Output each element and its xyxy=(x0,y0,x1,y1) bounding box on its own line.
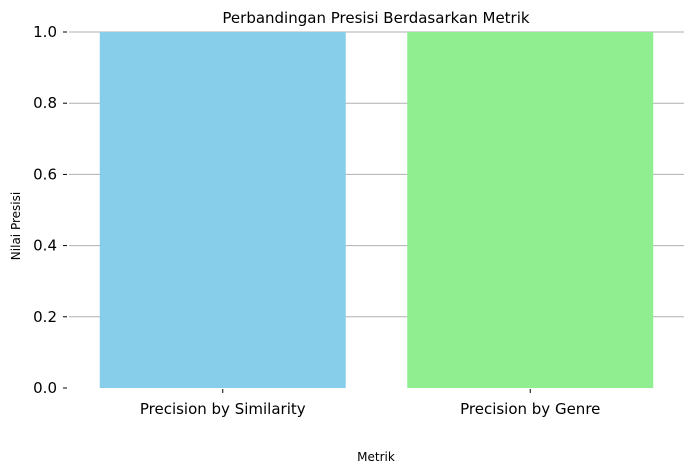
y-tick-label: 0.2 xyxy=(33,308,57,326)
bars xyxy=(99,32,654,388)
x-tick-label: Precision by Genre xyxy=(460,400,600,418)
y-tick-label: 1.0 xyxy=(33,23,57,41)
bar-precision-by-similarity xyxy=(99,32,346,388)
y-axis-ticks: 0.0 0.2 0.4 0.6 0.8 1.0 xyxy=(33,23,67,397)
bar-precision-by-genre xyxy=(407,32,654,388)
chart-title: Perbandingan Presisi Berdasarkan Metrik xyxy=(222,9,529,27)
y-axis-label: Nilai Presisi xyxy=(9,192,23,260)
x-axis-label: Metrik xyxy=(357,450,395,464)
x-tick-label: Precision by Similarity xyxy=(140,400,306,418)
x-axis-ticks: Precision by Similarity Precision by Genr… xyxy=(140,389,600,418)
y-tick-label: 0.0 xyxy=(33,379,57,397)
y-tick-label: 0.6 xyxy=(33,165,57,183)
y-tick-label: 0.4 xyxy=(33,237,57,255)
y-tick-label: 0.8 xyxy=(33,94,57,112)
